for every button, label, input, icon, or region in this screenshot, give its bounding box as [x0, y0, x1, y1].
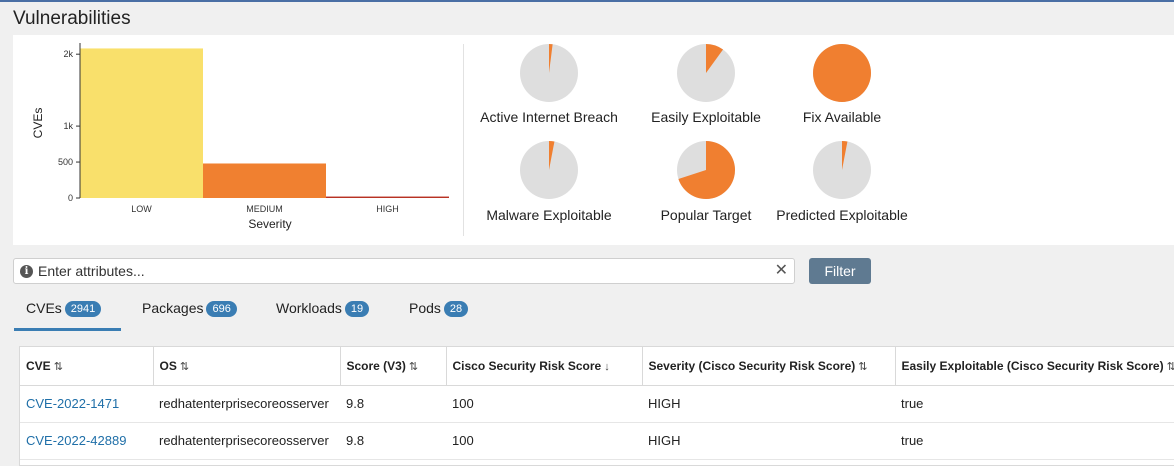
- severity-bar-chart: 0 500 1k 2k LOW MEDIUM HIGH Severity CVEs: [31, 43, 449, 231]
- tab-label: Packages: [142, 300, 204, 316]
- donut-label: Malware Exploitable: [486, 207, 612, 223]
- cve-cell[interactable]: CVE-2022-42889: [20, 422, 153, 460]
- donut-label: Predicted Exploitable: [776, 207, 908, 223]
- bar-low[interactable]: [80, 48, 203, 198]
- column-label: Severity (Cisco Security Risk Score): [648, 358, 856, 373]
- info-icon: i: [20, 265, 33, 278]
- x-axis-label: Severity: [248, 217, 291, 231]
- column-label: OS: [159, 358, 177, 373]
- tab-label: CVEs: [26, 300, 62, 316]
- column-header-score-v3[interactable]: Score (V3) ⇅: [340, 347, 447, 386]
- severity-cell: HIGH: [642, 422, 895, 460]
- tab-workloads[interactable]: Workloads 19: [276, 300, 370, 317]
- pie-slice: [678, 141, 735, 199]
- sort-icon[interactable]: ⇅: [408, 360, 419, 373]
- os-cell: redhatenterprisecoreosserver: [153, 385, 340, 423]
- column-header-os[interactable]: OS ⇅: [153, 347, 341, 386]
- bar-high[interactable]: [326, 196, 449, 198]
- donut-label: Popular Target: [660, 207, 752, 223]
- y-axis-label: CVEs: [31, 108, 45, 139]
- pie-chart: [813, 141, 871, 199]
- column-header-cve[interactable]: CVE ⇅: [20, 347, 154, 386]
- panel-divider: [463, 44, 464, 236]
- filter-button[interactable]: Filter: [809, 258, 871, 284]
- column-header-risk-score[interactable]: Cisco Security Risk Score ↓: [446, 347, 643, 386]
- sort-down-icon[interactable]: ↓: [604, 360, 610, 373]
- cve-link[interactable]: CVE-2022-1471: [26, 396, 120, 411]
- top-accent-line: [0, 0, 1174, 2]
- column-label: Easily Exploitable (Cisco Security Risk …: [901, 358, 1164, 373]
- pie-chart: [813, 44, 871, 102]
- pie-slice: [549, 44, 553, 73]
- x-tick-label: MEDIUM: [246, 204, 283, 214]
- close-icon[interactable]: ✕: [774, 262, 788, 279]
- pie-chart: [677, 44, 735, 102]
- column-label: Score (V3): [346, 358, 406, 373]
- pie-slice: [842, 141, 848, 170]
- sort-icon[interactable]: ⇅: [53, 360, 63, 373]
- y-tick-label: 2k: [63, 49, 73, 59]
- pie-slice: [549, 141, 555, 170]
- sort-icon[interactable]: ⇅: [1167, 361, 1174, 373]
- tab-label: Workloads: [276, 300, 342, 316]
- easily-exploitable-cell: true: [895, 422, 1174, 460]
- score-cell: 9.8: [340, 385, 446, 423]
- column-header-easily-exploitable[interactable]: Easily Exploitable (Cisco Security Risk …: [895, 347, 1174, 386]
- cve-link[interactable]: CVE-2022-42889: [26, 433, 127, 448]
- pie-chart: [677, 141, 735, 199]
- donut-label: Easily Exploitable: [651, 109, 761, 125]
- y-tick-label: 0: [68, 193, 73, 203]
- risk-score-cell: 100: [446, 385, 642, 423]
- page-title: Vulnerabilities: [13, 8, 131, 29]
- attribute-search-box[interactable]: i ✕: [13, 258, 795, 284]
- column-label: Cisco Security Risk Score: [452, 358, 602, 373]
- tab-cves[interactable]: CVEs 2941: [26, 300, 102, 317]
- pie-slice: [706, 44, 724, 73]
- donut-label: Active Internet Breach: [480, 109, 618, 125]
- os-cell: redhatenterprisecoreosserver: [153, 422, 340, 460]
- column-header-severity[interactable]: Severity (Cisco Security Risk Score) ⇅: [642, 347, 896, 386]
- score-cell: 9.8: [340, 422, 446, 460]
- risk-score-cell: 100: [446, 422, 642, 460]
- summary-panel: [13, 35, 1174, 245]
- pie-chart: [520, 44, 578, 102]
- donut-label: Fix Available: [802, 109, 882, 125]
- attribute-search-input[interactable]: [38, 261, 778, 281]
- count-badge: 2941: [64, 301, 102, 317]
- sort-icon[interactable]: ⇅: [179, 360, 190, 373]
- table-row: CVE-2022-42889 redhatenterprisecoreosser…: [20, 422, 1174, 460]
- pie-chart: [520, 141, 578, 199]
- y-tick-label: 1k: [63, 121, 73, 131]
- count-badge: 28: [443, 301, 469, 317]
- table-header-row: CVE ⇅ OS ⇅ Score (V3) ⇅ Cisco Security Risk…: [20, 347, 1174, 386]
- count-badge: 696: [206, 301, 237, 317]
- pie-slice: [813, 44, 871, 102]
- cve-table: CVE ⇅ OS ⇅ Score (V3) ⇅ Cisco Security Risk…: [19, 346, 1174, 466]
- tab-packages[interactable]: Packages 696: [142, 300, 237, 317]
- sort-icon[interactable]: ⇅: [858, 360, 868, 373]
- tab-label: Pods: [409, 300, 441, 316]
- severity-cell: HIGH: [642, 385, 895, 423]
- y-tick-label: 500: [58, 157, 73, 167]
- x-tick-label: LOW: [131, 204, 152, 214]
- tab-pods[interactable]: Pods 28: [409, 300, 469, 317]
- bar-medium[interactable]: [203, 163, 326, 198]
- easily-exploitable-cell: true: [895, 385, 1174, 423]
- count-badge: 19: [344, 301, 370, 317]
- cve-cell[interactable]: CVE-2022-1471: [20, 385, 153, 423]
- column-label: CVE: [26, 358, 51, 373]
- table-row: CVE-2022-1471 redhatenterprisecoreosserv…: [20, 385, 1174, 423]
- active-tab-indicator: [14, 328, 121, 331]
- x-tick-label: HIGH: [376, 204, 399, 214]
